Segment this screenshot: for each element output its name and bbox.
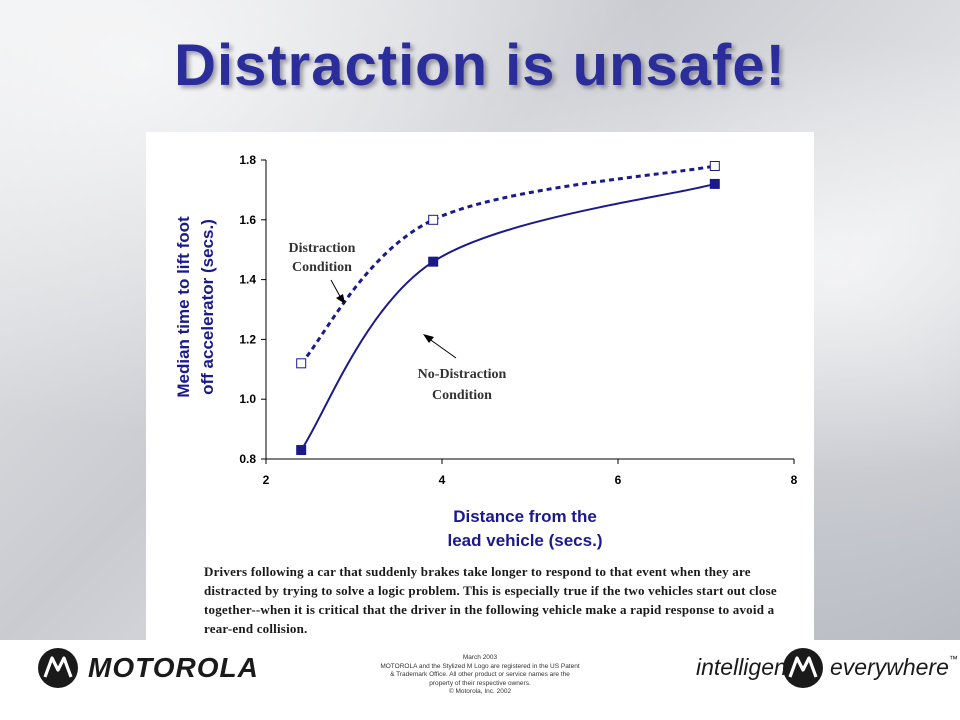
annotation-distraction: Distraction bbox=[289, 241, 356, 256]
data-point-open bbox=[428, 214, 439, 225]
x-axis-title: Distance from the bbox=[453, 507, 597, 526]
motorola-logo-icon bbox=[38, 648, 78, 688]
x-axis-title: lead vehicle (secs.) bbox=[448, 531, 603, 550]
slide-title: Distraction is unsafe! bbox=[174, 33, 786, 98]
arrowhead bbox=[336, 294, 345, 304]
series-line-1 bbox=[300, 182, 716, 451]
chart-caption: Drivers following a car that suddenly br… bbox=[204, 564, 777, 636]
tagline-everywhere-text: everywhere bbox=[830, 654, 949, 680]
y-tick-label: 1.6 bbox=[239, 213, 256, 227]
chart-panel: 0.8 1.0 1.2 1.4 1.6 1.8 2 4 6 8 Distance from the l… bbox=[146, 132, 814, 572]
data-point-filled bbox=[296, 445, 307, 456]
motorola-logo-icon bbox=[783, 648, 823, 688]
y-axis-title-line: Median time to lift foot bbox=[174, 216, 193, 398]
x-tick-label: 4 bbox=[439, 473, 446, 487]
y-axis-title-line: off accelerator (secs.) bbox=[198, 219, 217, 395]
line-chart: 0.8 1.0 1.2 1.4 1.6 1.8 2 4 6 8 Distance from the l… bbox=[174, 153, 798, 550]
legal-line: © Motorola, Inc. 2002 bbox=[448, 688, 512, 695]
y-tick-label: 1.0 bbox=[239, 392, 256, 406]
data-point-open bbox=[709, 160, 720, 171]
x-tick-label: 8 bbox=[791, 473, 798, 487]
x-tick-label: 6 bbox=[615, 473, 622, 487]
legal-line: March 2003 bbox=[462, 654, 498, 661]
y-tick-label: 0.8 bbox=[239, 452, 256, 466]
data-point-filled bbox=[709, 178, 720, 189]
trademark-symbol: ™ bbox=[948, 654, 958, 664]
caption-panel: Drivers following a car that suddenly br… bbox=[146, 556, 814, 640]
series-line-0 bbox=[300, 164, 716, 365]
arrowhead bbox=[423, 334, 434, 343]
y-tick-label: 1.2 bbox=[239, 332, 256, 346]
annotation-arrow bbox=[427, 337, 457, 359]
brand-name: MOTOROLA bbox=[88, 652, 259, 683]
tagline-everywhere: everywhere™ bbox=[830, 654, 958, 681]
annotation-no-distraction: Condition bbox=[432, 388, 492, 403]
legal-line: property of their respective owners. bbox=[429, 679, 531, 687]
y-tick-label: 1.8 bbox=[239, 153, 256, 167]
data-point-filled bbox=[428, 256, 439, 267]
legal-line: & Trademark Office. All other product or… bbox=[390, 671, 570, 678]
x-tick-label: 2 bbox=[263, 473, 270, 487]
y-tick-label: 1.4 bbox=[239, 273, 256, 287]
annotation-no-distraction: No-Distraction bbox=[418, 367, 507, 382]
data-point-open bbox=[296, 358, 307, 369]
legal-notice: March 2003 MOTOROLA and the Stylized M L… bbox=[350, 654, 610, 697]
y-axis-title: Median time to lift foot off accelerator … bbox=[174, 216, 217, 398]
annotation-distraction: Condition bbox=[292, 260, 352, 275]
legal-line: MOTOROLA and the Stylized M Logo are reg… bbox=[380, 662, 580, 670]
